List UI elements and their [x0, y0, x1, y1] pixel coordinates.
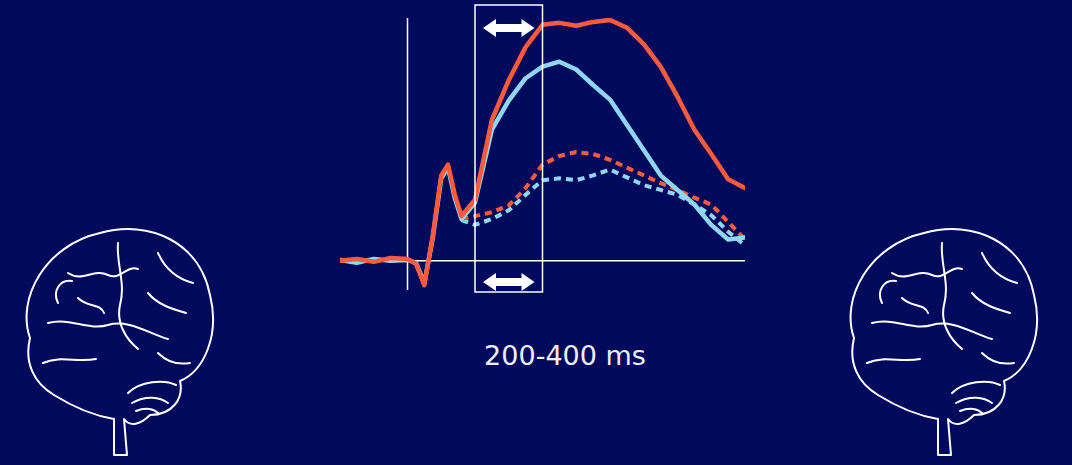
- brain-outline: [132, 398, 168, 403]
- brain-outline: [880, 281, 896, 303]
- time-window: [475, 5, 543, 292]
- brain-outline: [27, 229, 213, 455]
- brain-outline: [158, 253, 193, 283]
- chart: 200-400 ms: [0, 0, 1072, 465]
- brain-left: [27, 229, 213, 455]
- brain-outline: [952, 382, 1000, 393]
- brain-outline: [982, 253, 1017, 283]
- brain-outline: [56, 281, 72, 303]
- brain-outline: [851, 229, 1037, 455]
- window-label: 200-400 ms: [484, 340, 646, 371]
- brain-outline: [867, 359, 920, 363]
- brain-outline: [48, 321, 168, 339]
- brain-outline: [982, 353, 1014, 364]
- window-arrow-bottom: [483, 273, 535, 291]
- y-axis: [407, 18, 409, 290]
- brain-outline: [972, 293, 1010, 313]
- line-series: [462, 170, 746, 246]
- brain-outline: [872, 321, 992, 339]
- brain-right: [851, 229, 1037, 455]
- brain-outline: [68, 268, 138, 276]
- brain-outline: [902, 298, 928, 313]
- brain-outline: [158, 353, 190, 364]
- brain-outline: [118, 243, 138, 349]
- background: [0, 0, 1072, 465]
- brain-outline: [892, 268, 962, 276]
- line-series: [462, 152, 746, 239]
- brain-outline: [136, 409, 158, 413]
- brain-outline: [43, 359, 96, 363]
- brain-outline: [960, 409, 982, 413]
- brain-outline: [956, 398, 992, 403]
- brain-outline: [78, 298, 104, 313]
- brain-outline: [942, 243, 962, 349]
- brain-outline: [128, 382, 176, 393]
- brain-outline: [148, 293, 186, 313]
- window-arrow-top: [483, 19, 535, 37]
